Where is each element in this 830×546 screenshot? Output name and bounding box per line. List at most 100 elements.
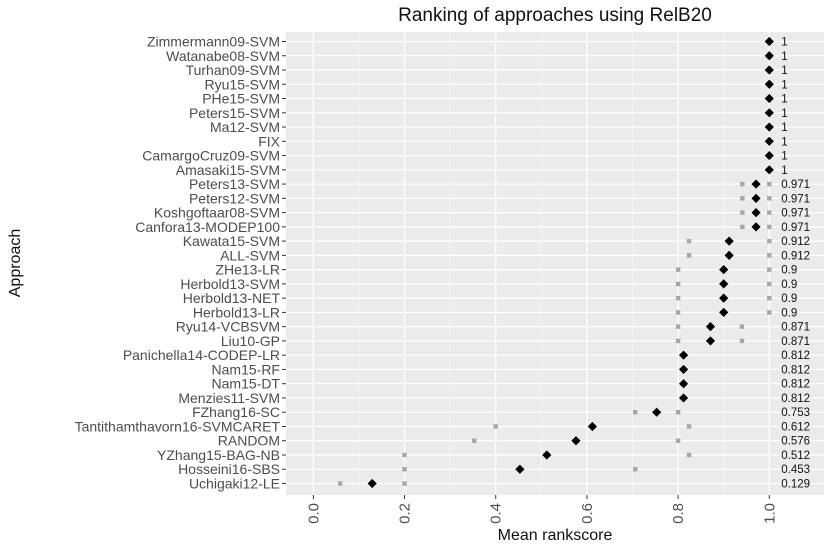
mean-point [764,93,774,104]
y-axis: Zimmermann09-SVMWatanabe08-SVMTurhan09-S… [75,34,286,492]
interval-endpoint [686,452,692,458]
value-label: 0.871 [781,322,810,334]
interval-endpoint [739,338,745,344]
mean-point [367,478,377,489]
value-label: 1 [781,94,787,106]
mean-point [678,350,689,360]
mean-point [764,122,774,132]
value-label: 0.912 [781,250,810,262]
value-label: 0.9 [781,293,797,305]
value-label: 1 [781,151,787,163]
chart-title: Ranking of approaches using RelB20 [398,5,712,26]
y-tick-label: Watanabe08-SVM [166,48,280,64]
y-tick-label: Canfora13-MODEP100 [135,219,280,235]
y-tick-label: Hosseini16-SBS [178,461,280,477]
interval-endpoint [767,281,772,287]
y-tick-label: Ryu15-SVM [205,76,280,92]
mean-point [764,79,774,89]
mean-point [678,393,689,403]
interval-endpoint [675,295,681,301]
value-label: 1 [781,122,787,134]
y-tick-label: Tantithamthavorn16-SVMCARET [75,418,281,434]
interval-endpoint [740,196,745,201]
mean-point [678,379,689,389]
y-tick-label: Nam15-RF [212,361,280,377]
mean-point [678,364,689,375]
interval-endpoint [767,295,772,301]
y-tick-label: Herbold13-SVM [180,276,280,292]
value-label: 0.971 [781,208,810,220]
value-label: 0.9 [781,265,797,277]
interval-endpoint [675,338,681,344]
mean-point [764,51,774,61]
y-tick-label: FZhang16-SC [192,404,280,420]
mean-point [751,179,761,189]
y-tick-label: PHe15-SVM [202,91,280,107]
data-points: 1 1 1 1 1 1 1 1 1 1 0.971 0.971 0.971 0.971 0.912 0.912… [338,37,810,491]
y-tick-label: Koshgoftaar08-SVM [154,205,280,221]
value-label: 0.576 [781,436,810,448]
interval-endpoint [767,238,772,244]
value-label: 0.971 [781,179,810,191]
value-label: 0.871 [781,336,810,348]
y-tick-label: RANDOM [218,433,280,449]
mean-point [751,222,761,232]
x-tick-label: 0.8 [670,503,687,524]
interval-endpoint [686,253,692,258]
mean-point [719,293,729,303]
interval-endpoint [767,253,772,258]
y-tick-label: Amasaki15-SVM [176,162,280,178]
interval-endpoint [767,210,772,215]
mean-point [764,136,774,146]
interval-endpoint [633,410,638,415]
interval-endpoint [633,467,638,472]
value-label: 1 [781,136,787,148]
mean-point [764,165,774,175]
mean-point [719,265,729,275]
mean-point [764,36,774,47]
interval-endpoint [686,238,692,244]
value-label: 1 [781,79,787,91]
y-tick-label: Peters12-SVM [189,190,280,206]
interval-endpoint [472,438,477,443]
y-tick-label: Zimmermann09-SVM [147,34,280,50]
interval-endpoint [740,224,745,230]
y-tick-label: Ma12-SVM [210,119,280,135]
y-tick-label: Nam15-DT [212,376,281,392]
value-label: 1 [781,165,787,177]
mean-point [764,150,774,161]
interval-endpoint [767,196,772,201]
mean-point [705,322,716,332]
interval-endpoint [675,267,681,272]
y-tick-label: Turhan09-SVM [186,62,280,78]
y-tick-label: ALL-SVM [220,247,280,263]
value-label: 0.812 [781,350,810,362]
interval-endpoint [686,424,692,429]
y-tick-label: Herbold13-NET [183,290,281,306]
value-label: 1 [781,37,787,49]
y-tick-label: Herbold13-LR [193,304,280,320]
interval-endpoint [675,310,681,315]
mean-point [724,236,734,246]
plot-panel [286,32,824,495]
mean-point [587,421,597,432]
mean-point [719,307,729,318]
mean-point [751,207,761,218]
grid-lines [286,32,824,495]
x-tick-label: 0.4 [488,503,505,524]
x-tick-label: 0.6 [579,503,596,524]
mean-point [751,193,761,203]
value-label: 0.9 [781,307,797,319]
x-axis: 0.0 0.2 0.4 0.6 0.8 1.0 [305,495,778,524]
value-label: 0.9 [781,279,797,291]
mean-point [764,65,774,75]
y-tick-label: Liu10-GP [221,333,280,349]
interval-endpoint [675,410,681,415]
value-label: 0.753 [781,407,810,419]
interval-endpoint [767,267,772,272]
y-tick-label: CamargoCruz09-SVM [142,148,280,164]
interval-endpoint [767,224,772,230]
interval-endpoint [740,181,745,187]
interval-endpoint [675,281,681,287]
